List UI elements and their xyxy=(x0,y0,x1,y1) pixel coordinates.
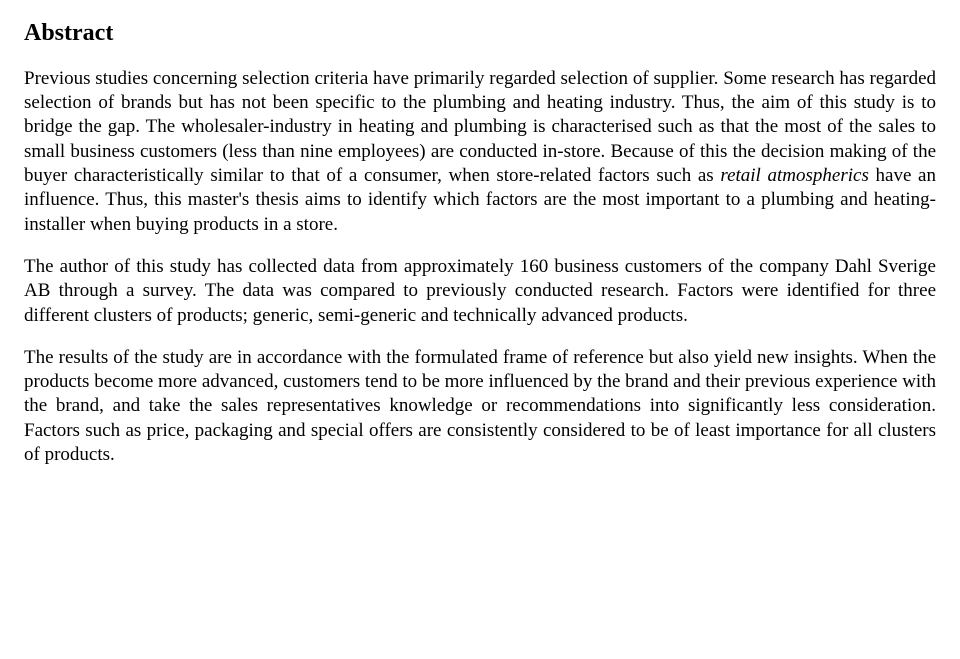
abstract-paragraph-1: Previous studies concerning selection cr… xyxy=(24,67,936,237)
p1-italic: retail atmospherics xyxy=(720,165,868,186)
abstract-paragraph-3: The results of the study are in accordan… xyxy=(24,346,936,468)
abstract-paragraph-2: The author of this study has collected d… xyxy=(24,255,936,328)
abstract-heading: Abstract xyxy=(24,18,936,49)
